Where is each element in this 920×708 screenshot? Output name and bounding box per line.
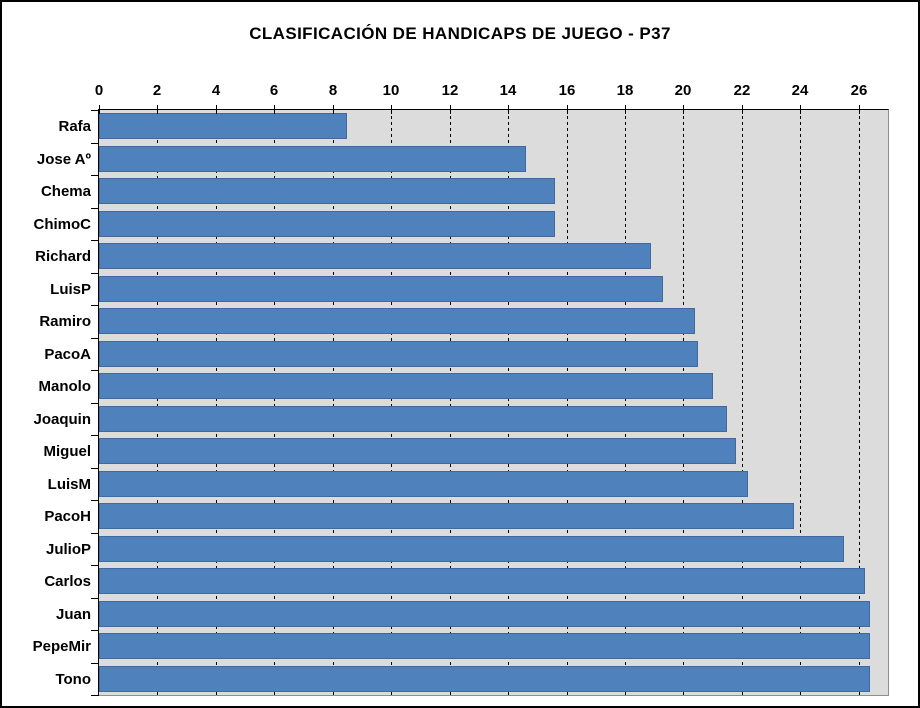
- y-axis-tick: [91, 435, 99, 436]
- gridline-16: [567, 110, 568, 695]
- x-axis-tick: [508, 105, 509, 114]
- x-axis-tick: [625, 105, 626, 114]
- category-label: Jose Aº: [36, 151, 91, 168]
- category-label: Joaquin: [33, 411, 91, 428]
- gridline-14: [508, 110, 509, 695]
- bar: [99, 503, 794, 529]
- bar: [99, 536, 844, 562]
- bar: [99, 113, 347, 139]
- category-label: Carlos: [44, 573, 91, 590]
- gridline-20: [683, 110, 684, 695]
- y-axis-tick: [91, 403, 99, 404]
- x-axis-tick-label: 2: [152, 82, 162, 99]
- bar: [99, 471, 748, 497]
- y-axis-tick: [91, 630, 99, 631]
- y-axis-tick: [91, 533, 99, 534]
- category-label: LuisM: [47, 476, 91, 493]
- x-axis-tick-label: 22: [733, 82, 751, 99]
- gridline-8: [333, 110, 334, 695]
- category-label: LuisP: [50, 281, 91, 298]
- category-label: JulioP: [45, 541, 91, 558]
- x-axis-tick-label: 10: [382, 82, 400, 99]
- x-axis-tick-label: 12: [441, 82, 459, 99]
- category-label: Juan: [55, 606, 91, 623]
- bar: [99, 406, 727, 432]
- gridline-6: [274, 110, 275, 695]
- gridline-10: [391, 110, 392, 695]
- x-axis-tick: [859, 105, 860, 114]
- bar: [99, 276, 663, 302]
- category-label: Ramiro: [39, 313, 91, 330]
- x-axis-tick: [391, 105, 392, 114]
- x-axis-tick-label: 0: [94, 82, 104, 99]
- category-label: ChimoC: [33, 216, 92, 233]
- x-axis-tick-label: 8: [328, 82, 338, 99]
- x-axis-tick-label: 18: [616, 82, 634, 99]
- category-label: PacoH: [44, 508, 91, 525]
- y-axis-tick: [91, 110, 99, 111]
- bar: [99, 568, 865, 594]
- x-axis-tick-label: 20: [674, 82, 692, 99]
- x-axis-tick-label: 14: [499, 82, 517, 99]
- gridline-24: [800, 110, 801, 695]
- category-label: Tono: [55, 671, 91, 688]
- y-axis-tick: [91, 175, 99, 176]
- x-axis-tick: [333, 105, 334, 114]
- y-axis-tick: [91, 500, 99, 501]
- bar: [99, 666, 870, 692]
- category-label: PacoA: [44, 346, 91, 363]
- category-label: Miguel: [43, 443, 92, 460]
- y-axis-tick: [91, 695, 99, 696]
- category-label: Manolo: [38, 378, 92, 395]
- y-axis-tick: [91, 338, 99, 339]
- bar: [99, 633, 870, 659]
- y-axis-tick: [91, 598, 99, 599]
- y-axis-tick: [91, 143, 99, 144]
- gridline-12: [450, 110, 451, 695]
- x-axis-tick-label: 4: [211, 82, 221, 99]
- y-axis-tick: [91, 370, 99, 371]
- x-axis-tick-label: 16: [558, 82, 576, 99]
- bar: [99, 341, 698, 367]
- bar: [99, 438, 736, 464]
- x-axis-tick: [99, 105, 100, 114]
- x-axis-tick: [683, 105, 684, 114]
- bar: [99, 146, 526, 172]
- bar: [99, 308, 695, 334]
- y-axis-tick: [91, 663, 99, 664]
- x-axis-tick: [567, 105, 568, 114]
- bar: [99, 601, 870, 627]
- y-axis-tick: [91, 273, 99, 274]
- category-label: Richard: [35, 248, 91, 265]
- gridline-22: [742, 110, 743, 695]
- x-axis-tick: [450, 105, 451, 114]
- x-axis-tick-label: 26: [850, 82, 868, 99]
- gridline-2: [157, 110, 158, 695]
- x-axis-tick: [800, 105, 801, 114]
- x-axis-tick: [274, 105, 275, 114]
- bar: [99, 243, 651, 269]
- y-axis-tick: [91, 305, 99, 306]
- y-axis-tick: [91, 468, 99, 469]
- x-axis-tick-label: 24: [791, 82, 809, 99]
- bar: [99, 178, 555, 204]
- bar: [99, 211, 555, 237]
- x-axis-tick-label: 6: [269, 82, 279, 99]
- bar: [99, 373, 713, 399]
- gridline-4: [216, 110, 217, 695]
- x-axis-tick: [157, 105, 158, 114]
- y-axis-tick: [91, 208, 99, 209]
- y-axis-tick: [91, 565, 99, 566]
- gridline-18: [625, 110, 626, 695]
- plot-area: 0 2 4 6 8 10 12 14 16 18 20 22 24 26 Rafa Jose Aº Chema C…: [33, 82, 889, 696]
- category-label: Chema: [40, 183, 91, 200]
- gridline-26: [859, 110, 860, 695]
- category-label: PepeMir: [32, 638, 91, 655]
- category-label: Rafa: [58, 118, 91, 135]
- chart-title: CLASIFICACIÓN DE HANDICAPS DE JUEGO - P3…: [249, 24, 671, 43]
- y-axis-tick: [91, 240, 99, 241]
- x-axis-tick: [216, 105, 217, 114]
- x-axis-tick: [742, 105, 743, 114]
